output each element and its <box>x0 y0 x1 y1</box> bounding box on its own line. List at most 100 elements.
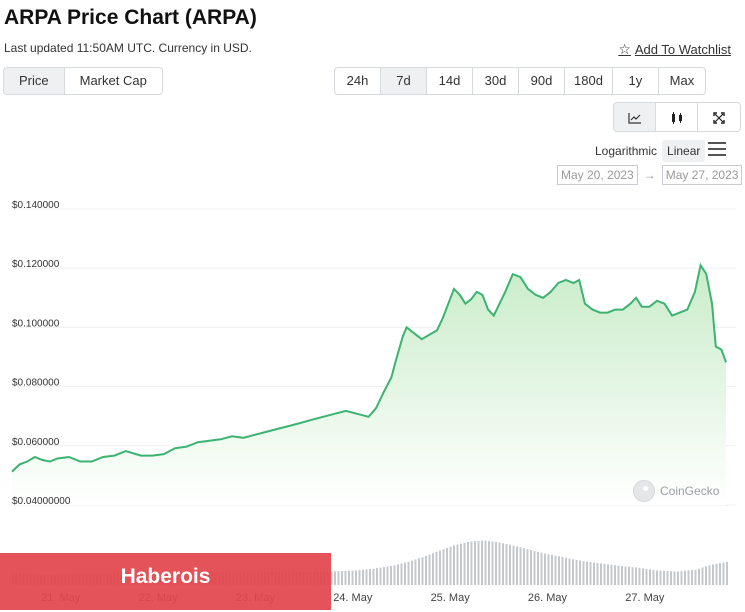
x-tick-label: 24. May <box>333 592 373 604</box>
volume-bar <box>428 554 431 585</box>
volume-bar <box>355 570 357 585</box>
chart-type-toggle <box>613 102 741 132</box>
volume-bar <box>474 541 476 585</box>
volume-bar <box>512 545 515 585</box>
volume-bar <box>397 564 399 585</box>
volume-bar <box>393 565 396 585</box>
tab-price[interactable]: Price <box>4 68 65 94</box>
last-updated-text: Last updated 11:50AM UTC. Currency in US… <box>4 41 252 55</box>
volume-bar <box>621 566 623 585</box>
range-30d[interactable]: 30d <box>473 68 519 94</box>
volume-bar <box>421 557 424 585</box>
volume-bar <box>460 543 462 585</box>
hamburger-menu-icon[interactable] <box>708 142 726 156</box>
range-1y[interactable]: 1y <box>613 68 659 94</box>
volume-bar <box>439 550 441 585</box>
volume-bar <box>652 569 655 585</box>
line-chart-button[interactable] <box>614 103 656 131</box>
scale-toggle: Logarithmic Linear <box>590 140 706 162</box>
range-180d[interactable]: 180d <box>565 68 613 94</box>
volume-bar <box>453 545 455 585</box>
x-tick-label: 26. May <box>528 592 568 604</box>
line-chart-icon <box>627 112 641 124</box>
volume-bar <box>530 550 532 585</box>
volume-bar <box>372 568 375 585</box>
x-tick-label: 25. May <box>431 592 471 604</box>
add-to-watchlist-link[interactable]: ☆ Add To Watchlist <box>618 41 731 58</box>
tab-market-cap[interactable]: Market Cap <box>79 73 147 88</box>
volume-bar <box>589 562 592 585</box>
fullscreen-button[interactable] <box>698 103 740 131</box>
volume-bar <box>498 542 501 585</box>
volume-bar <box>719 563 721 585</box>
volume-bar <box>551 554 553 585</box>
page-title: ARPA Price Chart (ARPA) <box>4 6 257 29</box>
volume-bar <box>344 570 347 585</box>
y-tick-label: $0.100000 <box>12 318 60 329</box>
volume-bar <box>533 550 536 585</box>
banner-text: Haberois <box>120 565 211 588</box>
volume-bar <box>505 544 508 585</box>
volume-bar <box>561 557 564 585</box>
volume-bar <box>470 541 473 585</box>
coingecko-logo-icon <box>633 480 655 502</box>
scale-logarithmic[interactable]: Logarithmic <box>595 144 658 158</box>
volume-bar <box>565 557 567 585</box>
volume-bar <box>537 551 539 585</box>
volume-bar <box>519 547 522 585</box>
y-tick-label: $0.120000 <box>12 259 60 270</box>
volume-bar <box>540 552 543 585</box>
volume-bar <box>649 569 651 585</box>
volume-bar <box>687 570 690 585</box>
watermark-banner: Haberois <box>0 553 331 610</box>
date-arrow: → <box>643 168 656 182</box>
volume-bar <box>516 546 518 585</box>
volume-bar <box>400 563 403 585</box>
range-14d[interactable]: 14d <box>427 68 473 94</box>
volume-bar <box>337 571 340 585</box>
volume-bar <box>435 551 438 585</box>
volume-bar <box>694 569 697 585</box>
volume-bar <box>673 571 676 585</box>
volume-bar <box>603 563 606 585</box>
volume-bar <box>684 570 686 585</box>
credit-text: CoinGecko <box>660 484 720 498</box>
volume-bar <box>407 561 410 585</box>
metric-tabs: Price Market Cap <box>3 67 163 95</box>
volume-bar <box>341 571 343 585</box>
volume-bar <box>568 558 571 585</box>
price-chart[interactable]: $0.140000 $0.120000 $0.100000 $0.080000 $0.0… <box>0 195 745 610</box>
y-tick-label: $0.080000 <box>12 378 60 389</box>
volume-bar <box>582 561 585 585</box>
range-24h[interactable]: 24h <box>335 68 381 94</box>
volume-bar <box>383 567 385 585</box>
date-from-input[interactable]: May 20, 2023 <box>557 165 638 185</box>
scale-linear[interactable]: Linear <box>662 140 706 162</box>
price-area <box>12 265 726 505</box>
date-to-input[interactable]: May 27, 2023 <box>661 165 743 185</box>
volume-bar <box>358 570 361 585</box>
volume-bar <box>386 566 389 585</box>
volume-bar <box>698 568 700 585</box>
candlestick-button[interactable] <box>656 103 698 131</box>
volume-bar <box>645 568 648 585</box>
volume-bar <box>600 563 602 585</box>
volume-bar <box>369 569 371 585</box>
volume-bar <box>712 564 714 585</box>
volume-bar <box>446 547 448 585</box>
range-7d[interactable]: 7d <box>381 68 427 94</box>
star-icon: ☆ <box>618 41 631 57</box>
volume-bar <box>666 571 669 585</box>
volume-bar <box>467 541 469 585</box>
volume-bar <box>705 566 707 585</box>
volume-bar <box>544 553 546 585</box>
volume-bar <box>348 570 350 585</box>
volume-bar <box>631 567 634 585</box>
range-max[interactable]: Max <box>669 73 695 88</box>
price-line <box>11 262 727 473</box>
range-90d[interactable]: 90d <box>519 68 565 94</box>
volume-bar <box>554 555 557 585</box>
y-tick-label: $0.060000 <box>12 437 60 448</box>
volume-bar <box>547 554 550 585</box>
volume-bar <box>362 569 364 585</box>
